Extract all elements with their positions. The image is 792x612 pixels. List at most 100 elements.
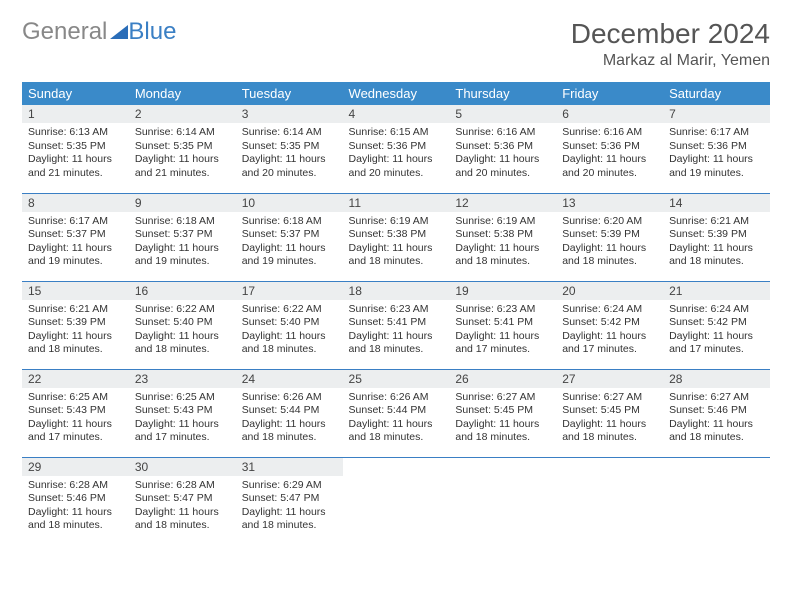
day-cell: 13Sunrise: 6:20 AMSunset: 5:39 PMDayligh… [556, 193, 663, 281]
day-details: Sunrise: 6:28 AMSunset: 5:46 PMDaylight:… [22, 476, 129, 538]
day-cell: 9Sunrise: 6:18 AMSunset: 5:37 PMDaylight… [129, 193, 236, 281]
day-cell: 31Sunrise: 6:29 AMSunset: 5:47 PMDayligh… [236, 457, 343, 545]
day-cell: 26Sunrise: 6:27 AMSunset: 5:45 PMDayligh… [449, 369, 556, 457]
day-number: 16 [129, 282, 236, 300]
day-details: Sunrise: 6:16 AMSunset: 5:36 PMDaylight:… [556, 123, 663, 185]
day-details: Sunrise: 6:21 AMSunset: 5:39 PMDaylight:… [663, 212, 770, 274]
day-cell: 23Sunrise: 6:25 AMSunset: 5:43 PMDayligh… [129, 369, 236, 457]
day-number: 27 [556, 370, 663, 388]
day-cell: 20Sunrise: 6:24 AMSunset: 5:42 PMDayligh… [556, 281, 663, 369]
day-cell: 22Sunrise: 6:25 AMSunset: 5:43 PMDayligh… [22, 369, 129, 457]
day-cell: 21Sunrise: 6:24 AMSunset: 5:42 PMDayligh… [663, 281, 770, 369]
day-number: 9 [129, 194, 236, 212]
day-number: 29 [22, 458, 129, 476]
weekday-header: Monday [129, 82, 236, 105]
day-cell [449, 457, 556, 545]
day-number: 4 [343, 105, 450, 123]
day-details: Sunrise: 6:15 AMSunset: 5:36 PMDaylight:… [343, 123, 450, 185]
day-details: Sunrise: 6:14 AMSunset: 5:35 PMDaylight:… [129, 123, 236, 185]
calendar-week-row: 15Sunrise: 6:21 AMSunset: 5:39 PMDayligh… [22, 281, 770, 369]
day-number: 8 [22, 194, 129, 212]
day-number: 18 [343, 282, 450, 300]
day-details: Sunrise: 6:26 AMSunset: 5:44 PMDaylight:… [236, 388, 343, 450]
day-cell: 28Sunrise: 6:27 AMSunset: 5:46 PMDayligh… [663, 369, 770, 457]
day-number: 21 [663, 282, 770, 300]
day-number: 30 [129, 458, 236, 476]
calendar-week-row: 8Sunrise: 6:17 AMSunset: 5:37 PMDaylight… [22, 193, 770, 281]
location: Markaz al Marir, Yemen [571, 52, 770, 70]
day-details: Sunrise: 6:13 AMSunset: 5:35 PMDaylight:… [22, 123, 129, 185]
day-number: 1 [22, 105, 129, 123]
day-number: 25 [343, 370, 450, 388]
calendar-week-row: 1Sunrise: 6:13 AMSunset: 5:35 PMDaylight… [22, 105, 770, 193]
day-number: 17 [236, 282, 343, 300]
day-cell: 10Sunrise: 6:18 AMSunset: 5:37 PMDayligh… [236, 193, 343, 281]
day-cell: 19Sunrise: 6:23 AMSunset: 5:41 PMDayligh… [449, 281, 556, 369]
calendar-table: Sunday Monday Tuesday Wednesday Thursday… [22, 82, 770, 545]
day-cell: 25Sunrise: 6:26 AMSunset: 5:44 PMDayligh… [343, 369, 450, 457]
day-details: Sunrise: 6:25 AMSunset: 5:43 PMDaylight:… [129, 388, 236, 450]
day-cell [343, 457, 450, 545]
day-details: Sunrise: 6:23 AMSunset: 5:41 PMDaylight:… [343, 300, 450, 362]
logo-text-general: General [22, 18, 107, 46]
day-number: 22 [22, 370, 129, 388]
day-number: 13 [556, 194, 663, 212]
day-number: 28 [663, 370, 770, 388]
day-number: 3 [236, 105, 343, 123]
weekday-header: Tuesday [236, 82, 343, 105]
day-number: 10 [236, 194, 343, 212]
month-title: December 2024 [571, 18, 770, 50]
day-number: 24 [236, 370, 343, 388]
day-cell: 16Sunrise: 6:22 AMSunset: 5:40 PMDayligh… [129, 281, 236, 369]
day-details: Sunrise: 6:24 AMSunset: 5:42 PMDaylight:… [556, 300, 663, 362]
day-cell: 1Sunrise: 6:13 AMSunset: 5:35 PMDaylight… [22, 105, 129, 193]
day-details: Sunrise: 6:17 AMSunset: 5:36 PMDaylight:… [663, 123, 770, 185]
day-cell: 4Sunrise: 6:15 AMSunset: 5:36 PMDaylight… [343, 105, 450, 193]
day-number: 20 [556, 282, 663, 300]
title-block: December 2024 Markaz al Marir, Yemen [571, 18, 770, 70]
day-cell: 7Sunrise: 6:17 AMSunset: 5:36 PMDaylight… [663, 105, 770, 193]
day-details: Sunrise: 6:27 AMSunset: 5:45 PMDaylight:… [556, 388, 663, 450]
day-details: Sunrise: 6:22 AMSunset: 5:40 PMDaylight:… [236, 300, 343, 362]
logo: General Blue [22, 18, 176, 46]
day-number: 12 [449, 194, 556, 212]
day-number: 11 [343, 194, 450, 212]
day-details: Sunrise: 6:25 AMSunset: 5:43 PMDaylight:… [22, 388, 129, 450]
day-cell: 30Sunrise: 6:28 AMSunset: 5:47 PMDayligh… [129, 457, 236, 545]
day-details: Sunrise: 6:17 AMSunset: 5:37 PMDaylight:… [22, 212, 129, 274]
day-details: Sunrise: 6:28 AMSunset: 5:47 PMDaylight:… [129, 476, 236, 538]
day-cell: 17Sunrise: 6:22 AMSunset: 5:40 PMDayligh… [236, 281, 343, 369]
day-details: Sunrise: 6:21 AMSunset: 5:39 PMDaylight:… [22, 300, 129, 362]
weekday-header-row: Sunday Monday Tuesday Wednesday Thursday… [22, 82, 770, 105]
day-details: Sunrise: 6:19 AMSunset: 5:38 PMDaylight:… [343, 212, 450, 274]
day-number: 19 [449, 282, 556, 300]
day-cell: 6Sunrise: 6:16 AMSunset: 5:36 PMDaylight… [556, 105, 663, 193]
day-details: Sunrise: 6:26 AMSunset: 5:44 PMDaylight:… [343, 388, 450, 450]
day-details: Sunrise: 6:14 AMSunset: 5:35 PMDaylight:… [236, 123, 343, 185]
calendar-week-row: 29Sunrise: 6:28 AMSunset: 5:46 PMDayligh… [22, 457, 770, 545]
day-details: Sunrise: 6:24 AMSunset: 5:42 PMDaylight:… [663, 300, 770, 362]
day-details: Sunrise: 6:19 AMSunset: 5:38 PMDaylight:… [449, 212, 556, 274]
day-number: 5 [449, 105, 556, 123]
day-details: Sunrise: 6:27 AMSunset: 5:45 PMDaylight:… [449, 388, 556, 450]
weekday-header: Sunday [22, 82, 129, 105]
day-number: 7 [663, 105, 770, 123]
day-number: 2 [129, 105, 236, 123]
day-number: 6 [556, 105, 663, 123]
day-number: 23 [129, 370, 236, 388]
day-cell: 24Sunrise: 6:26 AMSunset: 5:44 PMDayligh… [236, 369, 343, 457]
day-details: Sunrise: 6:16 AMSunset: 5:36 PMDaylight:… [449, 123, 556, 185]
day-cell: 12Sunrise: 6:19 AMSunset: 5:38 PMDayligh… [449, 193, 556, 281]
day-cell [663, 457, 770, 545]
day-cell: 29Sunrise: 6:28 AMSunset: 5:46 PMDayligh… [22, 457, 129, 545]
calendar-body: 1Sunrise: 6:13 AMSunset: 5:35 PMDaylight… [22, 105, 770, 545]
weekday-header: Friday [556, 82, 663, 105]
day-details: Sunrise: 6:23 AMSunset: 5:41 PMDaylight:… [449, 300, 556, 362]
day-details: Sunrise: 6:22 AMSunset: 5:40 PMDaylight:… [129, 300, 236, 362]
logo-text-blue: Blue [128, 18, 176, 46]
day-number: 14 [663, 194, 770, 212]
day-cell: 2Sunrise: 6:14 AMSunset: 5:35 PMDaylight… [129, 105, 236, 193]
header: General Blue December 2024 Markaz al Mar… [22, 18, 770, 70]
day-number: 26 [449, 370, 556, 388]
day-details: Sunrise: 6:18 AMSunset: 5:37 PMDaylight:… [236, 212, 343, 274]
